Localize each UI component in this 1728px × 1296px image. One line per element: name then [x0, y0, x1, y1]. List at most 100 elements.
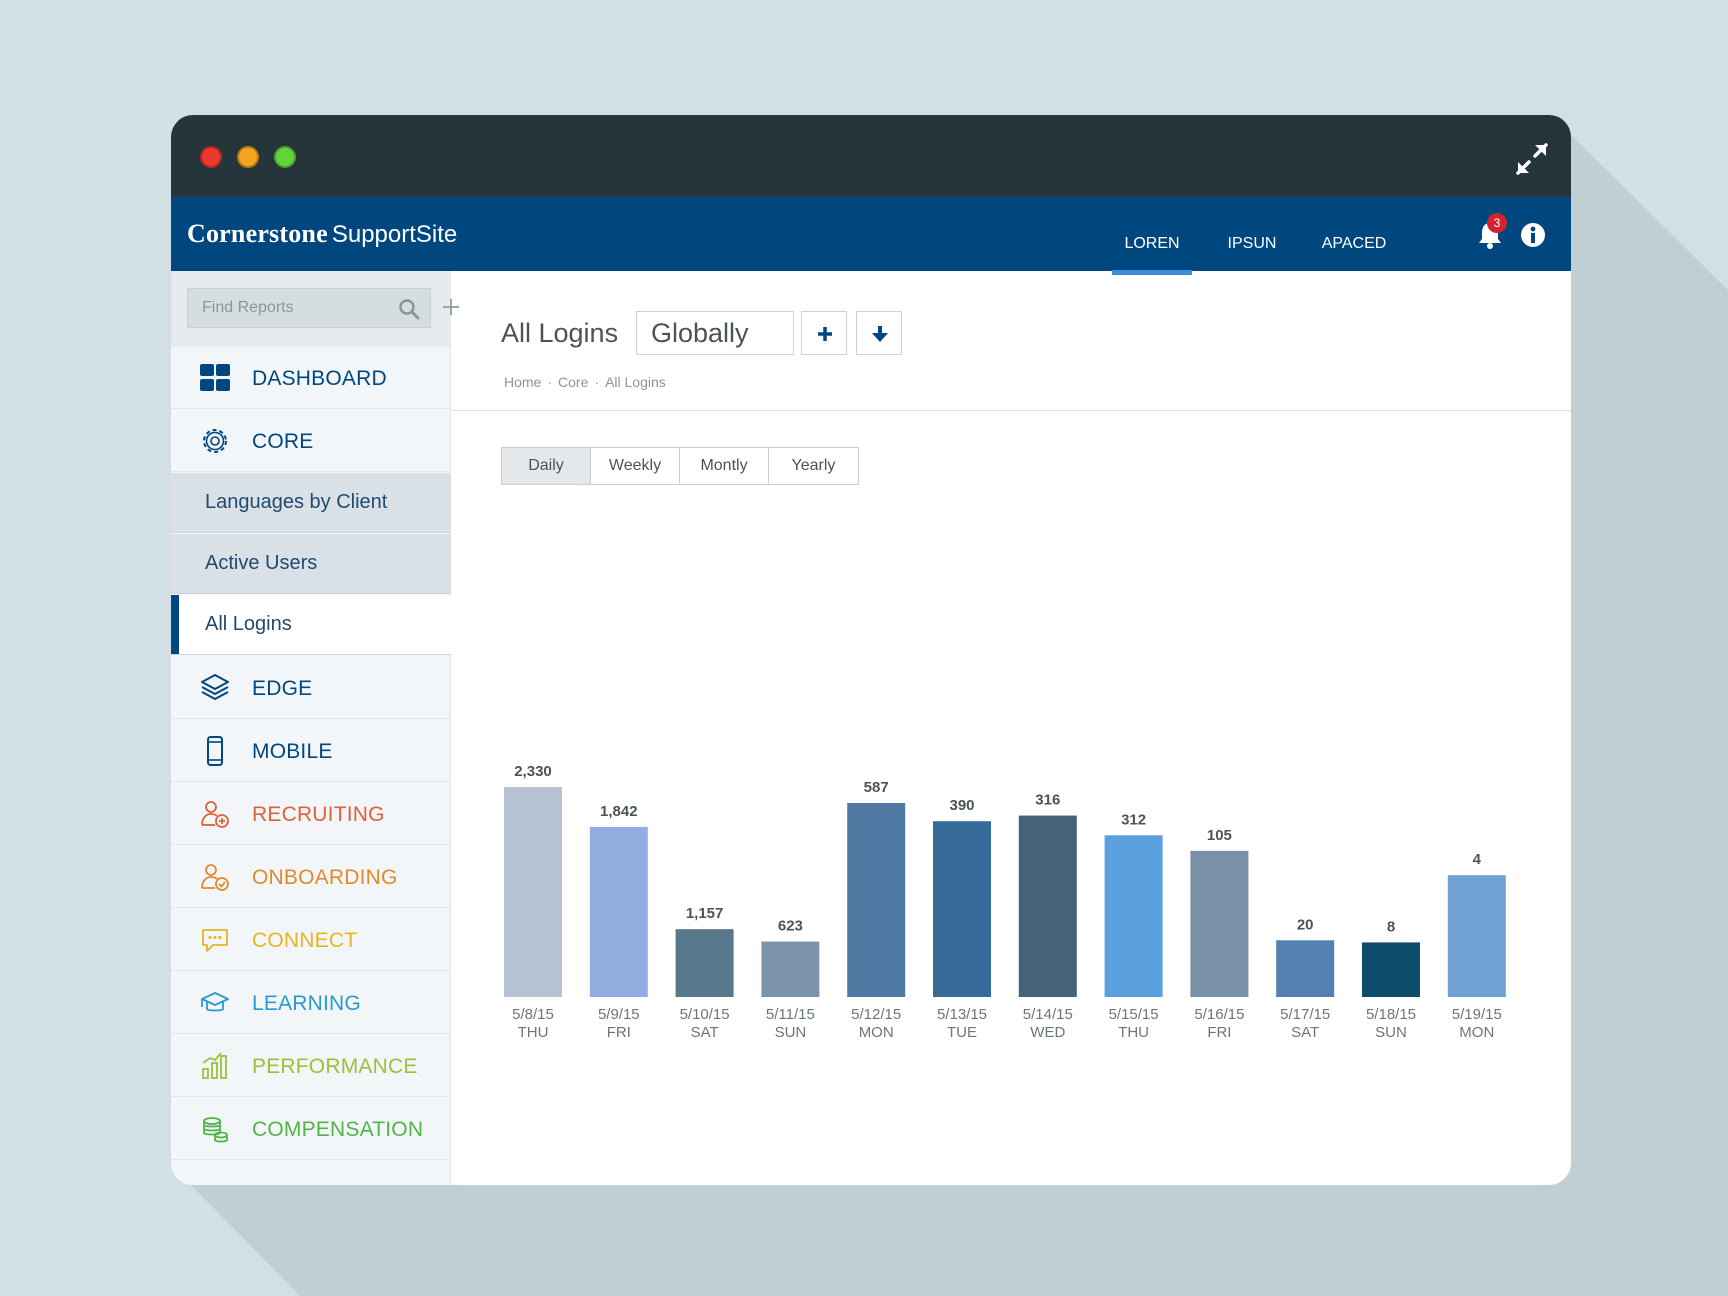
bar[interactable]: [1276, 940, 1335, 997]
sidebar-item-label: DASHBOARD: [252, 367, 387, 390]
breadcrumb-separator: ·: [547, 374, 553, 390]
sidebar-item-learning[interactable]: LEARNING: [171, 972, 451, 1034]
chat-icon: [202, 929, 228, 952]
bar-value-label: 2,330: [514, 763, 552, 780]
sidebar-item-edge[interactable]: EDGE: [171, 657, 451, 719]
x-tick-date-label: 5/16/15: [1194, 1006, 1244, 1023]
sidebar-item-connect[interactable]: CONNECT: [171, 909, 451, 971]
x-tick-day-label: WED: [1030, 1024, 1065, 1041]
period-tabs: Daily Weekly Montly Yearly: [501, 447, 859, 485]
breadcrumb-home[interactable]: Home: [504, 374, 542, 390]
brand-logo[interactable]: Cornerstone SupportSite: [187, 219, 457, 249]
nav-tab-loren[interactable]: LOREN: [1112, 197, 1192, 275]
report-search-box: [187, 288, 431, 328]
bar-chart-icon: [202, 1052, 227, 1079]
x-tick-day-label: FRI: [607, 1024, 631, 1041]
bar[interactable]: [761, 941, 820, 997]
sidebar-subitem-all-logins[interactable]: All Logins: [171, 595, 451, 655]
nav-tab-label: LOREN: [1124, 235, 1180, 252]
bar[interactable]: [589, 826, 648, 997]
sidebar-item-onboarding[interactable]: ONBOARDING: [171, 846, 451, 908]
sidebar-item-recruiting[interactable]: RECRUITING: [171, 783, 451, 845]
search-input[interactable]: [188, 289, 398, 327]
arrow-down-icon: [872, 326, 888, 342]
tab-label: Montly: [700, 457, 748, 474]
download-button[interactable]: [856, 311, 902, 355]
bar[interactable]: [933, 821, 991, 997]
x-tick-date-label: 5/17/15: [1280, 1006, 1330, 1023]
search-icon[interactable]: [398, 298, 420, 320]
x-tick-day-label: TUE: [947, 1024, 977, 1041]
layers-icon: [201, 674, 229, 700]
bar[interactable]: [847, 802, 906, 997]
user-add-icon: [201, 801, 229, 828]
coins-icon: [203, 1117, 228, 1143]
sidebar-item-core[interactable]: CORE: [171, 410, 451, 472]
bar[interactable]: [1362, 942, 1420, 997]
bar[interactable]: [1018, 815, 1077, 997]
bar-value-label: 20: [1297, 916, 1314, 933]
sidebar-item-label: CORE: [252, 430, 314, 453]
bar[interactable]: [1104, 835, 1163, 997]
close-window-button[interactable]: [200, 146, 222, 168]
bar[interactable]: [504, 787, 562, 997]
sidebar-item-compensation[interactable]: COMPENSATION: [171, 1098, 451, 1160]
x-tick-day-label: SAT: [1291, 1024, 1319, 1041]
zoom-window-button[interactable]: [274, 146, 296, 168]
notification-badge: 3: [1487, 213, 1507, 233]
x-tick-day-label: FRI: [1207, 1024, 1231, 1041]
nav-tab-label: IPSUN: [1227, 235, 1277, 252]
info-icon[interactable]: [1520, 222, 1546, 248]
bar-value-label: 390: [949, 797, 974, 814]
sidebar-item-label: MOBILE: [252, 740, 333, 763]
bar-value-label: 316: [1035, 792, 1060, 809]
bar-value-label: 1,157: [686, 905, 724, 922]
fullscreen-icon[interactable]: [1515, 142, 1549, 176]
sidebar-item-dashboard[interactable]: DASHBOARD: [171, 347, 451, 409]
sidebar-item-performance[interactable]: PERFORMANCE: [171, 1035, 451, 1097]
x-tick-day-label: MON: [859, 1024, 894, 1041]
add-button[interactable]: [801, 311, 847, 355]
app-header: Cornerstone SupportSite LOREN IPSUN APACE…: [171, 197, 1571, 275]
x-tick-date-label: 5/19/15: [1452, 1006, 1502, 1023]
tab-weekly[interactable]: Weekly: [590, 447, 680, 485]
scope-select[interactable]: Globally: [636, 311, 794, 355]
plus-icon: [818, 327, 832, 341]
bar-value-label: 4: [1473, 851, 1482, 868]
tab-daily[interactable]: Daily: [501, 447, 591, 485]
brand-name: Cornerstone: [187, 219, 328, 248]
sidebar-item-label: LEARNING: [252, 992, 361, 1015]
bar-value-label: 623: [778, 918, 803, 935]
tab-label: Daily: [528, 457, 564, 474]
bar[interactable]: [675, 929, 734, 997]
minimize-window-button[interactable]: [237, 146, 259, 168]
x-tick-date-label: 5/9/15: [598, 1006, 640, 1023]
breadcrumb-current: All Logins: [605, 374, 666, 390]
logins-bar-chart: 2,3305/8/15THU1,8425/9/15FRI1,1575/10/15…: [504, 763, 1506, 1041]
header-divider: [451, 410, 1571, 411]
bar-value-label: 1,842: [600, 803, 638, 820]
sidebar-subitem-active-users[interactable]: Active Users: [171, 534, 451, 594]
breadcrumb: Home · Core · All Logins: [504, 374, 666, 390]
user-check-icon: [201, 864, 229, 891]
x-tick-day-label: SAT: [691, 1024, 719, 1041]
sidebar-subitem-languages-by-client[interactable]: Languages by Client: [171, 473, 451, 533]
sidebar-item-mobile[interactable]: MOBILE: [171, 720, 451, 782]
bar[interactable]: [1447, 875, 1506, 997]
x-tick-date-label: 5/18/15: [1366, 1006, 1416, 1023]
tab-yearly[interactable]: Yearly: [768, 447, 859, 485]
nav-tab-ipsun[interactable]: IPSUN: [1212, 197, 1292, 271]
x-tick-date-label: 5/13/15: [937, 1006, 987, 1023]
bar[interactable]: [1190, 850, 1249, 997]
breadcrumb-core[interactable]: Core: [558, 374, 589, 390]
brand-subtitle: SupportSite: [331, 221, 458, 248]
add-report-icon[interactable]: [442, 298, 460, 316]
x-tick-date-label: 5/10/15: [680, 1006, 730, 1023]
bar-value-label: 312: [1121, 811, 1146, 828]
tab-montly[interactable]: Montly: [679, 447, 769, 485]
bar-value-label: 105: [1207, 827, 1232, 844]
nav-tab-apaced[interactable]: APACED: [1306, 197, 1402, 271]
x-tick-date-label: 5/15/15: [1109, 1006, 1159, 1023]
x-tick-date-label: 5/14/15: [1023, 1006, 1073, 1023]
x-tick-day-label: SUN: [775, 1024, 807, 1041]
